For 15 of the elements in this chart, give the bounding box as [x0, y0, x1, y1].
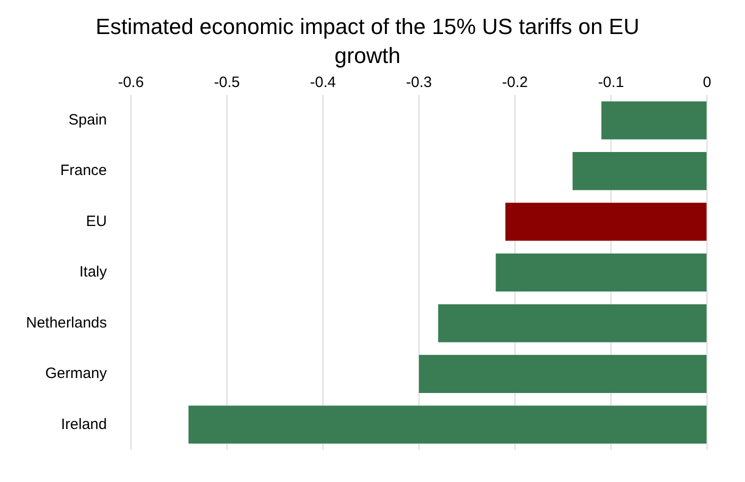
x-tick-label: -0.3: [406, 74, 432, 92]
x-tick-label: -0.4: [310, 74, 336, 92]
x-tick-label: -0.2: [502, 74, 528, 92]
x-tick-label: -0.6: [118, 74, 144, 92]
x-tick-label: 0: [702, 74, 712, 92]
y-tick-label: Spain: [68, 112, 107, 128]
y-tick-label: France: [60, 162, 107, 180]
y-tick-label: Netherlands: [26, 314, 107, 332]
x-tick-label: -0.5: [214, 74, 240, 92]
y-tick-label: EU: [86, 212, 107, 230]
x-tick-label: -0.1: [598, 74, 624, 92]
y-tick-label: Ireland: [61, 416, 107, 433]
y-tick-label: Italy: [79, 264, 108, 281]
chart-title: Estimated economic impact of the 15% US tariffs on EU growth: [94, 13, 640, 70]
y-tick-label: Germany: [45, 365, 108, 382]
